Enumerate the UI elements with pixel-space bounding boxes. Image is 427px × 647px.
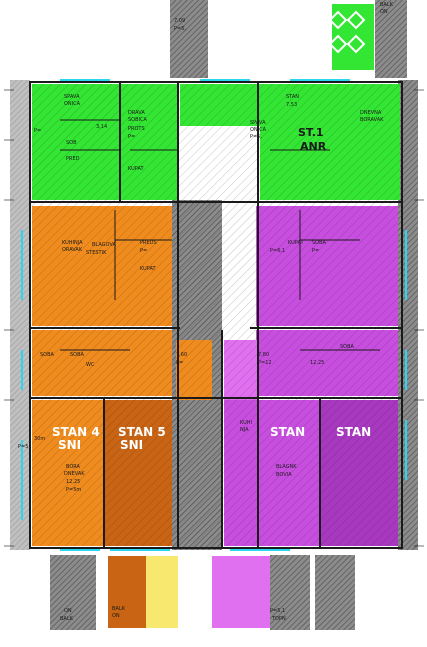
label-g-right-c: SPAVA <box>250 120 266 126</box>
label-g-mid-d: P= <box>128 134 135 140</box>
apartment-title-5b: SNI <box>120 438 143 452</box>
label-g-mid-c: PROTS <box>128 126 145 132</box>
label-p-bot-b: NJA <box>240 427 249 433</box>
texture-overlay <box>32 84 400 546</box>
label-g-mid-a: DRAVA <box>128 110 145 116</box>
label-p-bot-d: BOVIA <box>276 472 292 478</box>
label-p-right-f: P=12 <box>258 360 272 366</box>
label-top-right-a: BALK <box>380 2 394 8</box>
label-g-right-d: ONICA <box>250 127 267 133</box>
label-o-left-d: STESTIK <box>86 250 107 256</box>
label-top-center-a: 7,09 <box>174 18 185 24</box>
dimension-ticks <box>4 89 424 547</box>
walls <box>29 81 403 549</box>
label-p-bot-a: KUHI <box>240 420 252 426</box>
windows <box>21 79 407 551</box>
label-o-bot-a: 30m <box>34 436 45 442</box>
label-o-low-a: SOBA <box>40 352 55 358</box>
label-bottom-right-a: P=5,1 <box>270 608 285 614</box>
bottom-right-hatch <box>315 555 355 630</box>
top-balcony-hatch <box>375 0 407 78</box>
apartment-title-4b: SNI <box>58 438 81 452</box>
bottom-balcony-orange <box>108 556 146 628</box>
label-o-left-c: BLAGOVA <box>92 242 116 248</box>
label-o-left-e: PREDS <box>140 240 157 246</box>
apartment-title-1a: ST.1 <box>298 126 324 139</box>
bottom-left-hatch <box>50 555 96 630</box>
label-p-right-a: KUPAT <box>288 240 305 246</box>
left-wall-hatch <box>10 80 30 550</box>
label-g-left-d: P= <box>34 128 41 134</box>
label-g-right-b: 7,53 <box>286 102 297 108</box>
label-p-right-c: SOBA <box>312 240 327 246</box>
label-g-left-c: 3,14 <box>96 124 107 130</box>
bottom-balcony-magenta <box>212 556 270 628</box>
label-o-low-d: 7,60 <box>176 352 187 358</box>
label-o-left-a: KUHINJA <box>62 240 83 246</box>
top-balcony-pattern <box>328 10 366 54</box>
label-p-right-h: 12,25 <box>310 360 324 366</box>
label-p-right-g: SOBA <box>340 344 355 350</box>
label-o-low-e: P= <box>176 360 183 366</box>
label-bottom-right-b: TOPN <box>271 616 286 622</box>
label-o-left-g: KUPAT <box>140 266 157 272</box>
label-p-right-d: P= <box>312 248 319 254</box>
label-bottom-mid-b: ON <box>112 613 120 619</box>
apartment-title-5a: STAN 5 <box>118 425 166 439</box>
top-shaft-hatch <box>170 0 208 78</box>
label-g-mid-e: KUPAT <box>128 166 145 172</box>
label-bottom-left-b: BALK <box>60 616 74 622</box>
label-g-right-e: P=5, <box>250 134 262 140</box>
label-o-left-b: ORAVAK <box>62 247 83 253</box>
label-g-right-a: STAN <box>286 94 299 100</box>
label-o-low-c: WC <box>86 362 95 368</box>
inner-walls <box>60 119 380 351</box>
label-o-bot-b: P=5, <box>18 444 30 450</box>
label-p-right-b: P=6,1 <box>270 248 285 254</box>
label-o-left-f: P= <box>140 248 147 254</box>
label-g-left-f: PRED <box>66 156 80 162</box>
label-top-right-b: ON <box>380 9 388 15</box>
apartment-title-4a: STAN 4 <box>52 425 100 439</box>
label-o-bot-e: 12,25 <box>66 479 80 485</box>
label-o-bot-f: P=5m <box>66 487 81 493</box>
label-top-center-b: P=5, <box>174 26 186 32</box>
label-bottom-left-a: ON <box>64 608 72 614</box>
label-g-left-a: SPAVA <box>64 94 80 100</box>
apartment-title-6: STAN <box>270 425 305 439</box>
label-bottom-mid-a: BALK <box>112 606 126 612</box>
label-o-bot-c: BORA <box>66 464 81 470</box>
label-g-right-f: DNEVNA <box>360 110 382 116</box>
label-g-left-e: SOB <box>66 140 77 146</box>
bottom-balcony-yellow <box>146 556 178 628</box>
label-p-right-e: 7,80 <box>258 352 269 358</box>
label-o-low-b: SOBA <box>70 352 85 358</box>
label-p-bot-c: BLAGNK <box>276 464 297 470</box>
apartment-title-7: STAN <box>336 425 371 439</box>
label-g-mid-b: SOBICA <box>128 117 148 123</box>
bottom-mid-hatch <box>270 555 310 630</box>
label-g-left-b: ONICA <box>64 101 81 107</box>
label-o-bot-d: DNEVAK <box>64 471 85 477</box>
label-g-right-g: BORAVAK <box>360 117 384 123</box>
apartment-title-1b: ANR <box>300 140 327 153</box>
